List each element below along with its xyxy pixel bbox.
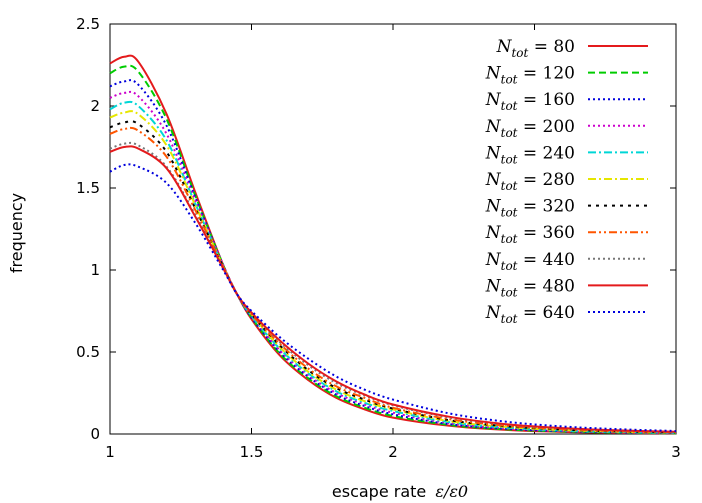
x-axis-title-text: escape rate: [332, 482, 426, 501]
legend-label: Ntot = 360: [485, 223, 575, 246]
legend-label-subscript: tot: [501, 312, 518, 326]
y-tick-label: 1.5: [76, 179, 100, 197]
legend-label: Ntot = 200: [485, 117, 575, 140]
legend-label-value: = 640: [518, 303, 576, 323]
legend-label-subscript: tot: [501, 73, 518, 87]
legend-entry-2: Ntot = 120: [485, 64, 648, 87]
x-tick-label: 3: [671, 443, 681, 461]
series-line-11: [109, 163, 677, 432]
series-line-4: [109, 90, 677, 434]
y-tick-label: 0: [90, 425, 100, 443]
legend-label-subscript: tot: [501, 179, 518, 193]
x-tick-label: 2.5: [523, 443, 547, 461]
legend-entry-4: Ntot = 200: [485, 117, 648, 140]
series-line-5: [109, 100, 677, 434]
legend-label-n: N: [485, 170, 502, 190]
x-tick-label: 2: [388, 443, 398, 461]
x-tick-label: 1: [105, 443, 115, 461]
series-line-6: [109, 110, 677, 434]
x-axis-title: escape rate ε/ε0: [332, 482, 468, 501]
legend-label-subscript: tot: [501, 99, 518, 113]
y-tick-label: 0.5: [76, 343, 100, 361]
legend-label-n: N: [485, 223, 502, 243]
series-line-9: [109, 141, 677, 433]
legend-label: Ntot = 120: [485, 64, 575, 87]
series-line-3: [109, 79, 677, 434]
legend-label-n: N: [485, 117, 502, 137]
legend-label: Ntot = 640: [485, 303, 575, 326]
legend-label-value: = 360: [518, 223, 576, 243]
legend-label-n: N: [485, 90, 502, 110]
x-tick-label: 1.5: [240, 443, 264, 461]
series-line-7: [109, 120, 677, 434]
plot-frame: [109, 23, 677, 435]
series-line-1: [109, 54, 677, 435]
legend-label: Ntot = 160: [485, 90, 575, 113]
axes: [109, 23, 677, 435]
legend-entry-10: Ntot = 480: [485, 276, 648, 299]
series-line-2: [109, 64, 677, 435]
y-axis-ticks: 0 0.5 1 1.5 2 2.5: [76, 15, 676, 443]
legend-label-n: N: [485, 250, 502, 270]
legend-label-subscript: tot: [501, 259, 518, 273]
legend-label-value: = 280: [518, 170, 576, 190]
legend-label-subscript: tot: [501, 126, 518, 140]
y-tick-label: 1: [90, 261, 100, 279]
y-tick-label: 2.5: [76, 15, 100, 33]
legend-label: Ntot = 440: [485, 250, 575, 273]
legend-label-n: N: [485, 303, 502, 323]
legend-label-value: = 160: [518, 90, 576, 110]
legend-label-n: N: [485, 276, 502, 296]
legend-label-value: = 200: [518, 117, 576, 137]
legend-label: Ntot = 240: [485, 143, 575, 166]
y-tick-label: 2: [90, 97, 100, 115]
legend-entry-5: Ntot = 240: [485, 143, 648, 166]
legend-entry-11: Ntot = 640: [485, 303, 648, 326]
series-lines: [109, 54, 677, 435]
x-axis-ticks: 1 1.5 2 2.5 3: [105, 24, 681, 461]
legend-label: Ntot = 320: [485, 197, 575, 220]
legend-label-subscript: tot: [501, 232, 518, 246]
legend-label: Ntot = 480: [485, 276, 575, 299]
legend-label-subscript: tot: [501, 152, 518, 166]
x-axis-title-math: ε/ε0: [435, 482, 468, 501]
legend-label: Ntot = 80: [496, 37, 575, 60]
legend-label-n: N: [485, 197, 502, 217]
legend-entry-6: Ntot = 280: [485, 170, 648, 193]
legend-label-n: N: [496, 37, 513, 57]
legend-label: Ntot = 280: [485, 170, 575, 193]
y-axis-title: frequency: [7, 193, 26, 273]
legend-entry-9: Ntot = 440: [485, 250, 648, 273]
series-line-8: [109, 126, 677, 434]
legend-entry-3: Ntot = 160: [485, 90, 648, 113]
legend-label-subscript: tot: [511, 46, 528, 60]
legend-label-n: N: [485, 143, 502, 163]
legend-label-n: N: [485, 64, 502, 84]
legend-label-value: = 240: [518, 143, 576, 163]
legend-label-value: = 320: [518, 197, 576, 217]
legend-entry-1: Ntot = 80: [496, 37, 648, 60]
legend-label-value: = 440: [518, 250, 576, 270]
series-line-10: [109, 145, 677, 433]
legend-entry-7: Ntot = 320: [485, 197, 648, 220]
legend-label-value: = 120: [518, 64, 576, 84]
legend-label-value: = 480: [518, 276, 576, 296]
legend-label-value: = 80: [528, 37, 575, 57]
legend-label-subscript: tot: [501, 206, 518, 220]
legend-label-subscript: tot: [501, 285, 518, 299]
legend-entry-8: Ntot = 360: [485, 223, 648, 246]
